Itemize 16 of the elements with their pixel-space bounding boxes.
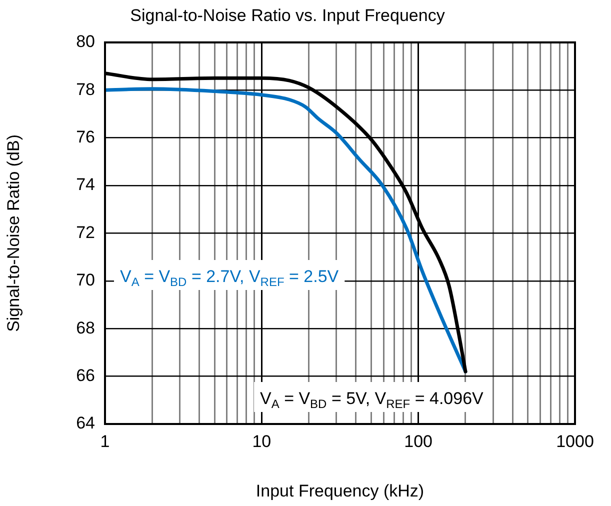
x-tick-label: 10 (252, 432, 272, 451)
y-tick-label: 76 (76, 127, 95, 146)
chart-title: Signal-to-Noise Ratio vs. Input Frequency (130, 6, 446, 25)
x-axis-title: Input Frequency (kHz) (256, 481, 424, 500)
y-tick-label: 74 (76, 175, 95, 194)
x-tick-label: 100 (404, 432, 433, 451)
x-tick-label: 1 (100, 432, 110, 451)
y-tick-label: 64 (76, 414, 95, 433)
y-tick-label: 66 (76, 366, 95, 385)
y-axis-title: Signal-to-Noise Ratio (dB) (4, 134, 23, 332)
x-tick-label: 1000 (556, 432, 594, 451)
y-tick-label: 80 (76, 32, 95, 52)
y-tick-label: 72 (76, 222, 95, 242)
y-tick-label: 70 (76, 270, 95, 290)
y-tick-label: 68 (76, 318, 95, 338)
y-tick-label: 78 (76, 80, 95, 99)
